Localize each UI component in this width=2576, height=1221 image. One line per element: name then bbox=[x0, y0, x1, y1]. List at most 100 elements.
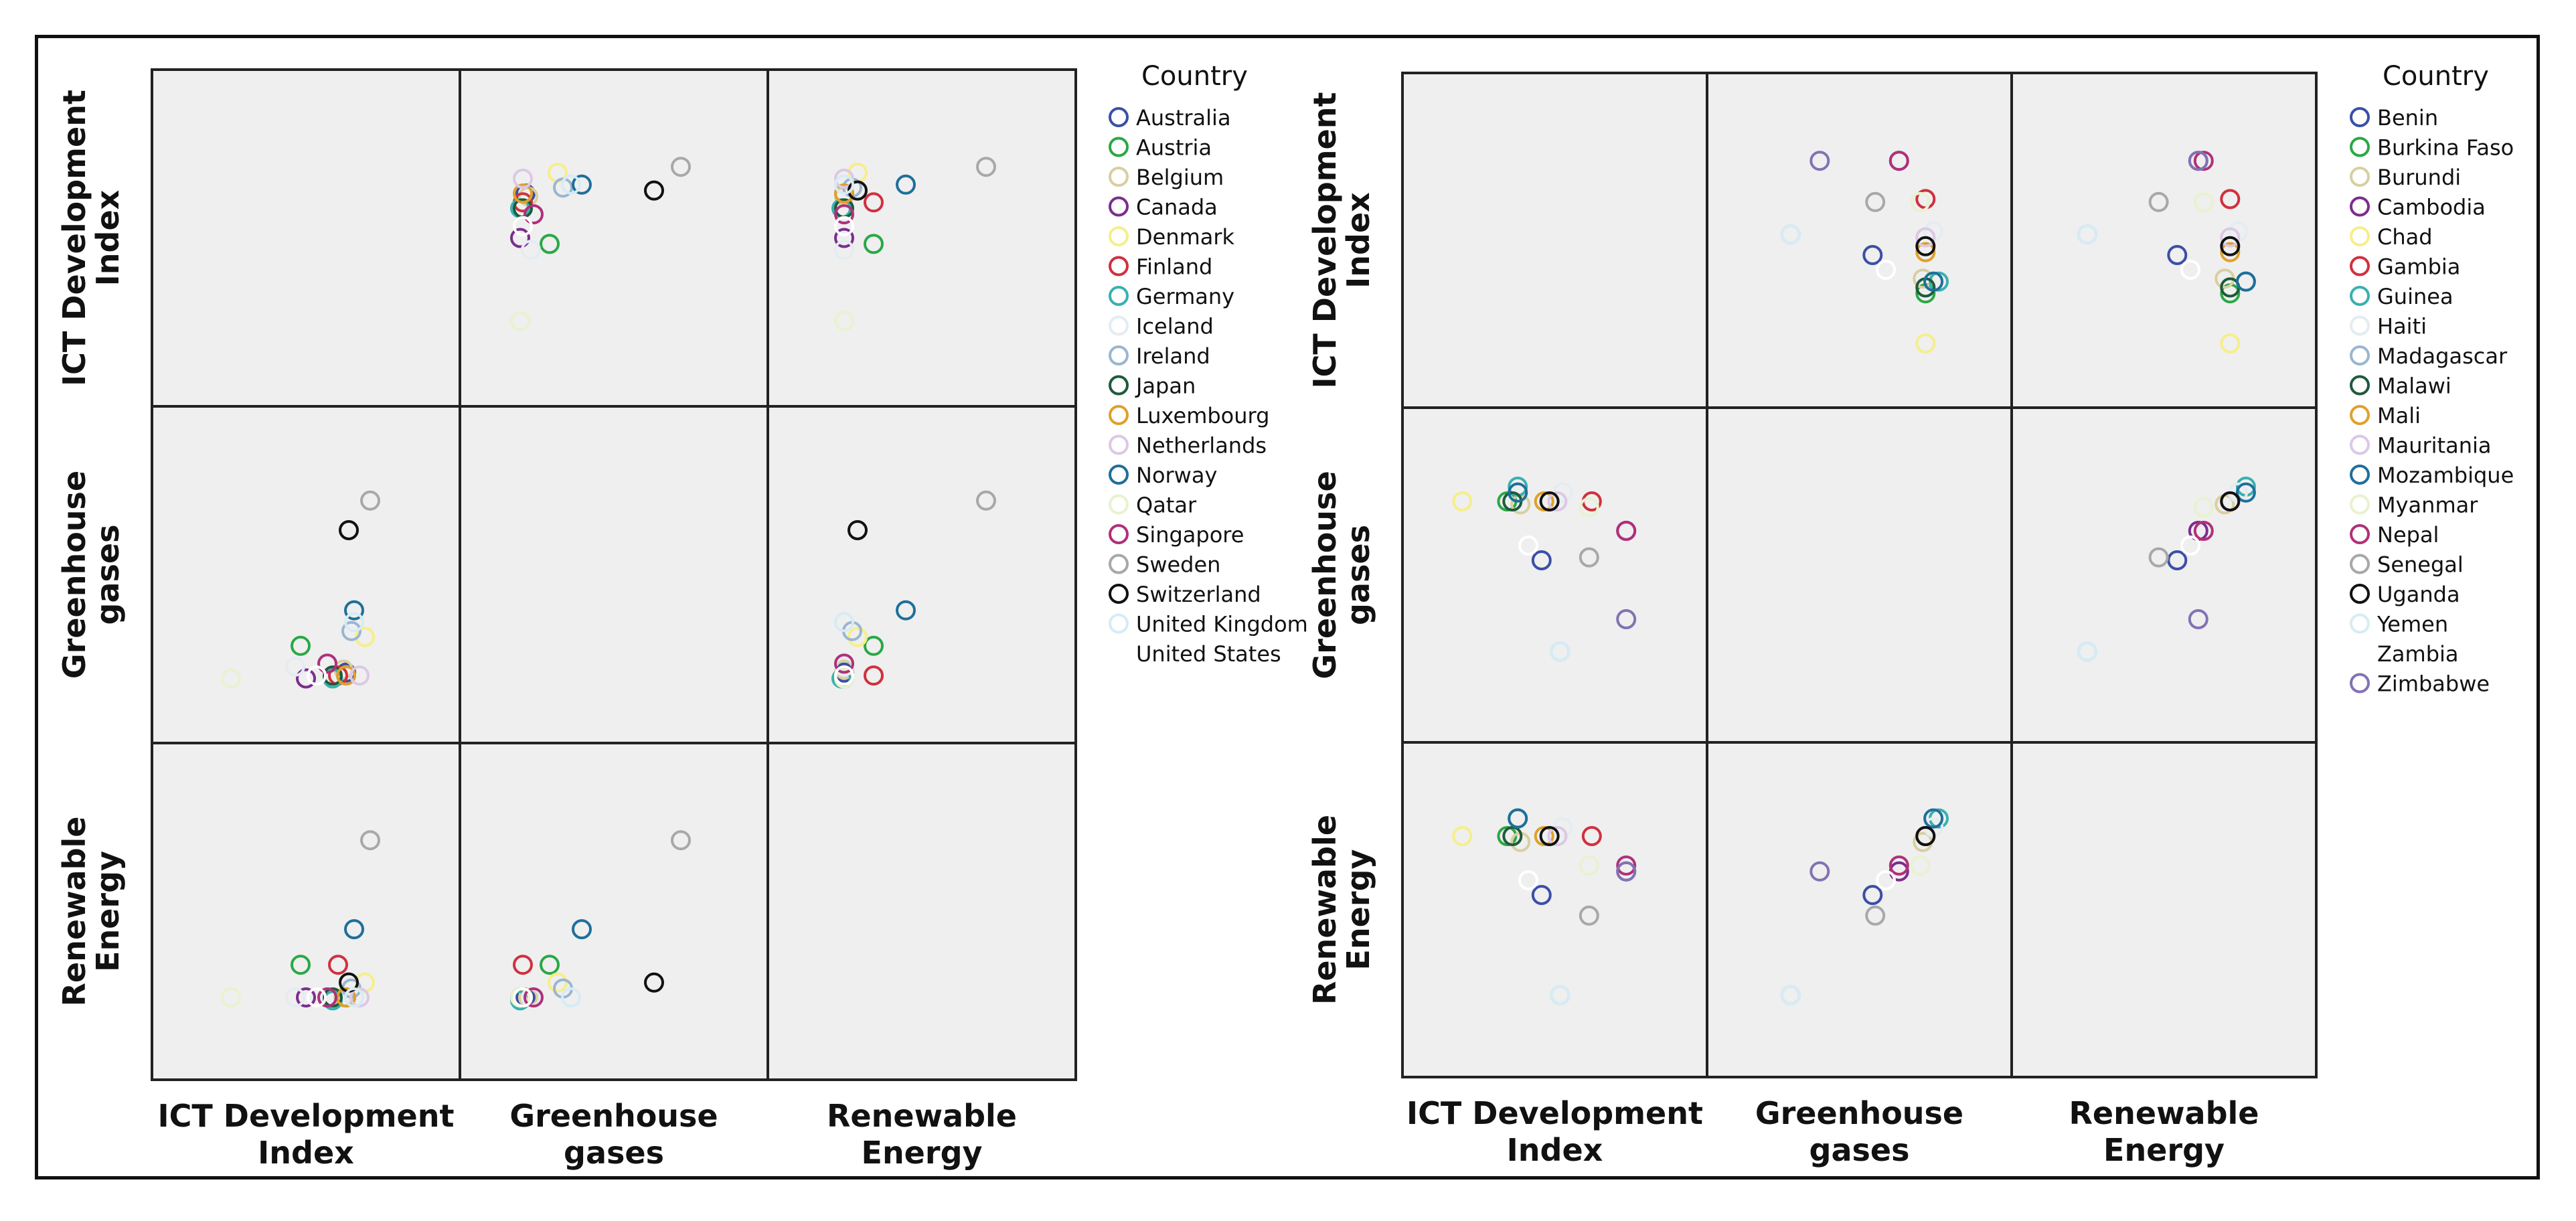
panel-re-vs-ghg bbox=[460, 743, 768, 1080]
legend-label-japan: Japan bbox=[1135, 374, 1196, 399]
point-finland-re-ghg bbox=[864, 665, 884, 686]
legend-label-qatar: Qatar bbox=[1136, 493, 1197, 518]
point-sweden-ict-re bbox=[360, 830, 380, 851]
legend-marker-denmark bbox=[1109, 226, 1129, 246]
legend-marker-zimbabwe bbox=[2350, 673, 2370, 694]
legend-label-yemen: Yemen bbox=[2377, 612, 2448, 637]
col-label-line: Index bbox=[258, 1135, 354, 1171]
legend-label-uganda: Uganda bbox=[2377, 582, 2460, 607]
row-label-ghg: Greenhousegases bbox=[56, 471, 126, 679]
legend-label-united-kingdom: United Kingdom bbox=[1136, 612, 1308, 637]
legend-marker-united-states bbox=[1109, 643, 1129, 663]
point-austria-ghg-re bbox=[540, 955, 560, 975]
point-benin-ict-re bbox=[1531, 885, 1552, 905]
row-label-line: Greenhouse bbox=[56, 471, 92, 679]
legend-label-finland: Finland bbox=[1136, 254, 1212, 280]
col-label-line: Renewable bbox=[2069, 1095, 2259, 1131]
point-chad-re-ict bbox=[2220, 333, 2241, 353]
point-senegal-re-ghg bbox=[2148, 547, 2169, 568]
legend-label-switzerland: Switzerland bbox=[1136, 582, 1261, 607]
legend-label-united-states: United States bbox=[1136, 641, 1281, 667]
point-united-kingdom-ict-re bbox=[344, 987, 364, 1007]
point-mali-ict-re bbox=[1534, 826, 1554, 846]
legend-label-cambodia: Cambodia bbox=[2377, 195, 2486, 220]
legend-label-mauritania: Mauritania bbox=[2377, 433, 2491, 459]
point-united-states-re-ict bbox=[834, 216, 854, 236]
point-mozambique-re-ict bbox=[2235, 271, 2256, 292]
panel-ghg-vs-re bbox=[768, 406, 1076, 743]
point-mauritania-ghg-ict bbox=[1915, 227, 1936, 248]
point-yemen-ghg-ict bbox=[1780, 224, 1801, 245]
point-zambia-re-ghg bbox=[2180, 536, 2200, 556]
panel-re-vs-ghg bbox=[1707, 742, 2012, 1077]
point-zambia-re-ict bbox=[2180, 260, 2200, 280]
row-label-line: Renewable bbox=[1307, 815, 1343, 1005]
point-benin-re-ghg bbox=[2167, 550, 2188, 570]
panel-ict-vs-re bbox=[768, 70, 1076, 406]
col-label-line: Index bbox=[1507, 1132, 1603, 1168]
panel-ict-vs-ghg bbox=[460, 70, 768, 406]
point-united-states-ghg-ict bbox=[513, 216, 533, 236]
panel-re-vs-ict bbox=[1402, 742, 1707, 1077]
point-iceland-ghg-ict bbox=[521, 240, 541, 260]
row-label-line: gases bbox=[1340, 525, 1376, 625]
point-sweden-re-ict bbox=[976, 157, 996, 177]
legend-label-germany: Germany bbox=[1136, 284, 1234, 309]
point-myanmar-ghg-re bbox=[1910, 856, 1931, 876]
legend-marker-singapore bbox=[1109, 524, 1129, 544]
point-denmark-ghg-re bbox=[548, 972, 568, 993]
legend-marker-sweden bbox=[1109, 554, 1129, 574]
point-myanmar-ghg-ict bbox=[1910, 191, 1931, 212]
row-label-re: RenewableEnergy bbox=[56, 817, 126, 1007]
col-label-ict: ICT Development Index bbox=[158, 1098, 455, 1171]
point-united-kingdom-re-ict bbox=[834, 174, 854, 195]
point-sweden-ghg-ict bbox=[671, 157, 691, 177]
legend-marker-finland bbox=[1109, 256, 1129, 276]
point-mali-re-ict bbox=[2220, 242, 2241, 262]
point-mauritania-re-ict bbox=[2220, 227, 2241, 248]
point-senegal-ict-ghg bbox=[1579, 547, 1599, 568]
col-label-re: Renewable Energy bbox=[2069, 1095, 2259, 1168]
point-norway-re-ict bbox=[896, 174, 916, 195]
legend-marker-myanmar bbox=[2350, 494, 2370, 515]
point-uganda-re-ghg bbox=[2220, 491, 2241, 511]
panel-ict-vs-ghg bbox=[1707, 73, 2012, 408]
point-singapore-ict-re bbox=[317, 987, 337, 1007]
legend-label-luxembourg: Luxembourg bbox=[1136, 403, 1269, 428]
point-zimbabwe-ict-re bbox=[1616, 861, 1637, 882]
point-austria-re-ict bbox=[864, 234, 884, 254]
panel-ict-vs-ict bbox=[1402, 73, 1707, 408]
scatter-matrix-2: ICT DevelopmentIndexGreenhousegasesRenew… bbox=[1307, 61, 2514, 1168]
col-label-ict: ICT Development Index bbox=[1406, 1095, 1703, 1168]
point-singapore-re-ict bbox=[834, 204, 854, 225]
row-label-line: gases bbox=[90, 525, 126, 625]
point-myanmar-ict-re bbox=[1579, 856, 1599, 876]
point-chad-ict-re bbox=[1452, 826, 1473, 846]
point-zambia-ict-ghg bbox=[1518, 536, 1538, 556]
point-senegal-ghg-ict bbox=[1865, 191, 1886, 212]
legend-label-canada: Canada bbox=[1136, 195, 1218, 220]
point-uganda-ict-re bbox=[1539, 826, 1560, 846]
scatterplot-matrix-figure: ICT DevelopmentIndexGreenhousegasesRenew… bbox=[56, 61, 2514, 1171]
point-austria-ict-ghg bbox=[291, 635, 311, 656]
point-finland-ict-re bbox=[328, 955, 348, 975]
point-mauritania-ict-re bbox=[1547, 826, 1568, 846]
legend-marker-norway bbox=[1109, 465, 1129, 485]
legend-title: Country bbox=[2383, 61, 2489, 92]
legend-marker-benin bbox=[2350, 107, 2370, 127]
legend-label-mozambique: Mozambique bbox=[2377, 463, 2514, 488]
point-switzerland-ghg-re bbox=[644, 972, 664, 993]
point-mali-ict-ghg bbox=[1534, 491, 1554, 511]
legend-label-iceland: Iceland bbox=[1136, 314, 1214, 339]
legend-marker-switzerland bbox=[1109, 584, 1129, 604]
legend-label-haiti: Haiti bbox=[2377, 314, 2427, 339]
legend-marker-germany bbox=[1109, 286, 1129, 306]
legend-marker-chad bbox=[2350, 226, 2370, 246]
col-label-line: Renewable bbox=[827, 1098, 1017, 1134]
point-uganda-ghg-ict bbox=[1915, 236, 1936, 256]
point-netherlands-ict-ghg bbox=[349, 665, 370, 686]
legend-marker-haiti bbox=[2350, 315, 2370, 336]
point-zimbabwe-ghg-re bbox=[1809, 861, 1830, 882]
legend-marker-luxembourg bbox=[1109, 405, 1129, 425]
legend-label-mali: Mali bbox=[2377, 403, 2421, 428]
